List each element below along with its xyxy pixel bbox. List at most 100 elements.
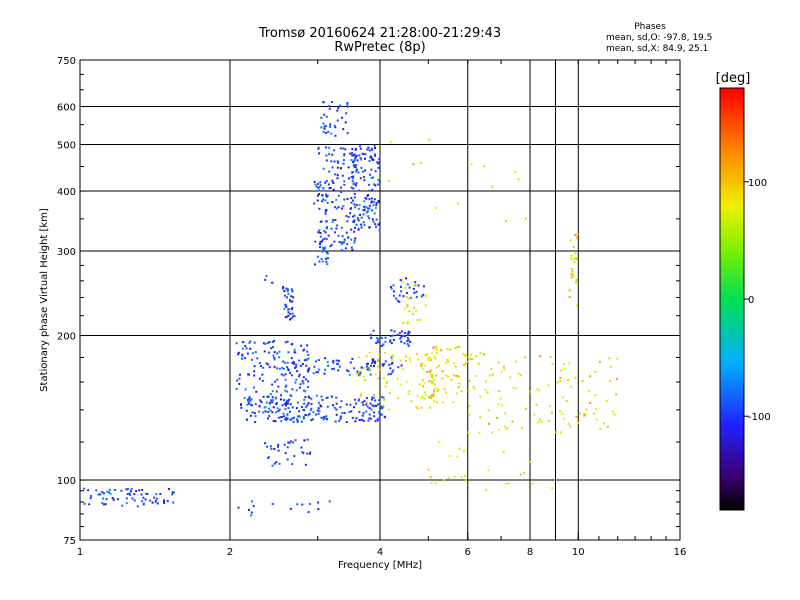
data-point (345, 215, 348, 217)
data-point (331, 395, 334, 398)
data-point (363, 179, 366, 182)
data-point (609, 365, 612, 368)
data-point (336, 166, 339, 169)
data-point (458, 376, 461, 379)
data-point (365, 206, 368, 209)
data-point (401, 281, 404, 284)
data-point (335, 359, 338, 362)
data-point (319, 404, 322, 407)
data-point (275, 390, 278, 393)
data-point (334, 206, 337, 209)
data-point (353, 203, 356, 206)
data-point (302, 382, 305, 385)
data-point (286, 315, 289, 318)
data-point (382, 396, 385, 399)
data-point (333, 240, 336, 243)
data-point (373, 144, 376, 147)
data-point (549, 405, 552, 407)
data-point (574, 234, 577, 237)
data-point (462, 352, 465, 355)
data-point (432, 346, 435, 349)
x-axis-label: Frequency [MHz] (338, 560, 422, 571)
data-point (337, 359, 340, 362)
data-point (348, 411, 351, 413)
data-point (514, 171, 517, 174)
data-point (335, 402, 338, 405)
data-point (574, 257, 577, 260)
data-point (371, 200, 374, 203)
data-point (270, 399, 273, 402)
data-point (486, 391, 489, 394)
data-point (360, 166, 363, 169)
data-point (324, 212, 327, 215)
data-point (255, 390, 258, 393)
data-point (298, 359, 301, 362)
data-point (410, 400, 413, 403)
data-point (117, 498, 119, 501)
data-point (479, 352, 482, 355)
data-point (273, 351, 276, 354)
data-point (341, 235, 344, 238)
data-point (403, 307, 406, 310)
data-point (358, 356, 361, 359)
data-point (354, 206, 357, 209)
data-point (273, 462, 276, 465)
data-point (371, 209, 374, 212)
data-point (384, 385, 387, 388)
data-point (304, 358, 307, 361)
data-point (275, 411, 277, 414)
data-point (570, 267, 573, 270)
data-point (398, 332, 401, 335)
data-point (300, 420, 303, 423)
data-point (389, 141, 392, 143)
data-point (140, 493, 143, 496)
data-point (567, 379, 570, 382)
data-point (320, 405, 323, 408)
data-point (366, 365, 369, 368)
data-point (338, 365, 341, 368)
data-point (336, 119, 339, 122)
data-point (341, 116, 344, 119)
data-point (389, 339, 392, 342)
data-point (400, 290, 403, 293)
data-point (340, 400, 343, 403)
data-point (283, 361, 286, 364)
data-point (290, 374, 293, 377)
data-point (286, 417, 289, 420)
data-point (361, 401, 364, 404)
data-point (377, 365, 379, 368)
data-point (373, 362, 376, 365)
data-point (371, 157, 374, 160)
data-point (521, 427, 523, 430)
chart-title-line-2: RwPretec (8p) (334, 40, 426, 55)
data-point (282, 374, 285, 377)
data-point (406, 283, 409, 286)
data-point (561, 412, 564, 415)
data-point (568, 362, 571, 365)
data-point (252, 505, 255, 508)
data-point (362, 209, 365, 212)
data-point (294, 366, 297, 369)
data-point (322, 246, 325, 249)
data-point (377, 183, 380, 186)
data-point (429, 370, 431, 373)
data-point (454, 347, 457, 350)
data-point (343, 238, 346, 241)
data-point (436, 349, 438, 352)
data-point (417, 358, 419, 361)
data-point (340, 186, 343, 189)
data-point (390, 329, 393, 332)
data-point (453, 475, 456, 478)
data-point (320, 395, 323, 398)
data-point (246, 352, 249, 355)
data-point (272, 406, 275, 409)
data-point (136, 505, 139, 508)
data-point (406, 336, 409, 339)
data-point (286, 296, 288, 299)
data-point (285, 419, 288, 421)
data-point (271, 503, 274, 505)
data-point (447, 477, 450, 479)
data-point (419, 161, 422, 164)
data-point (317, 412, 320, 415)
data-point (358, 410, 361, 413)
